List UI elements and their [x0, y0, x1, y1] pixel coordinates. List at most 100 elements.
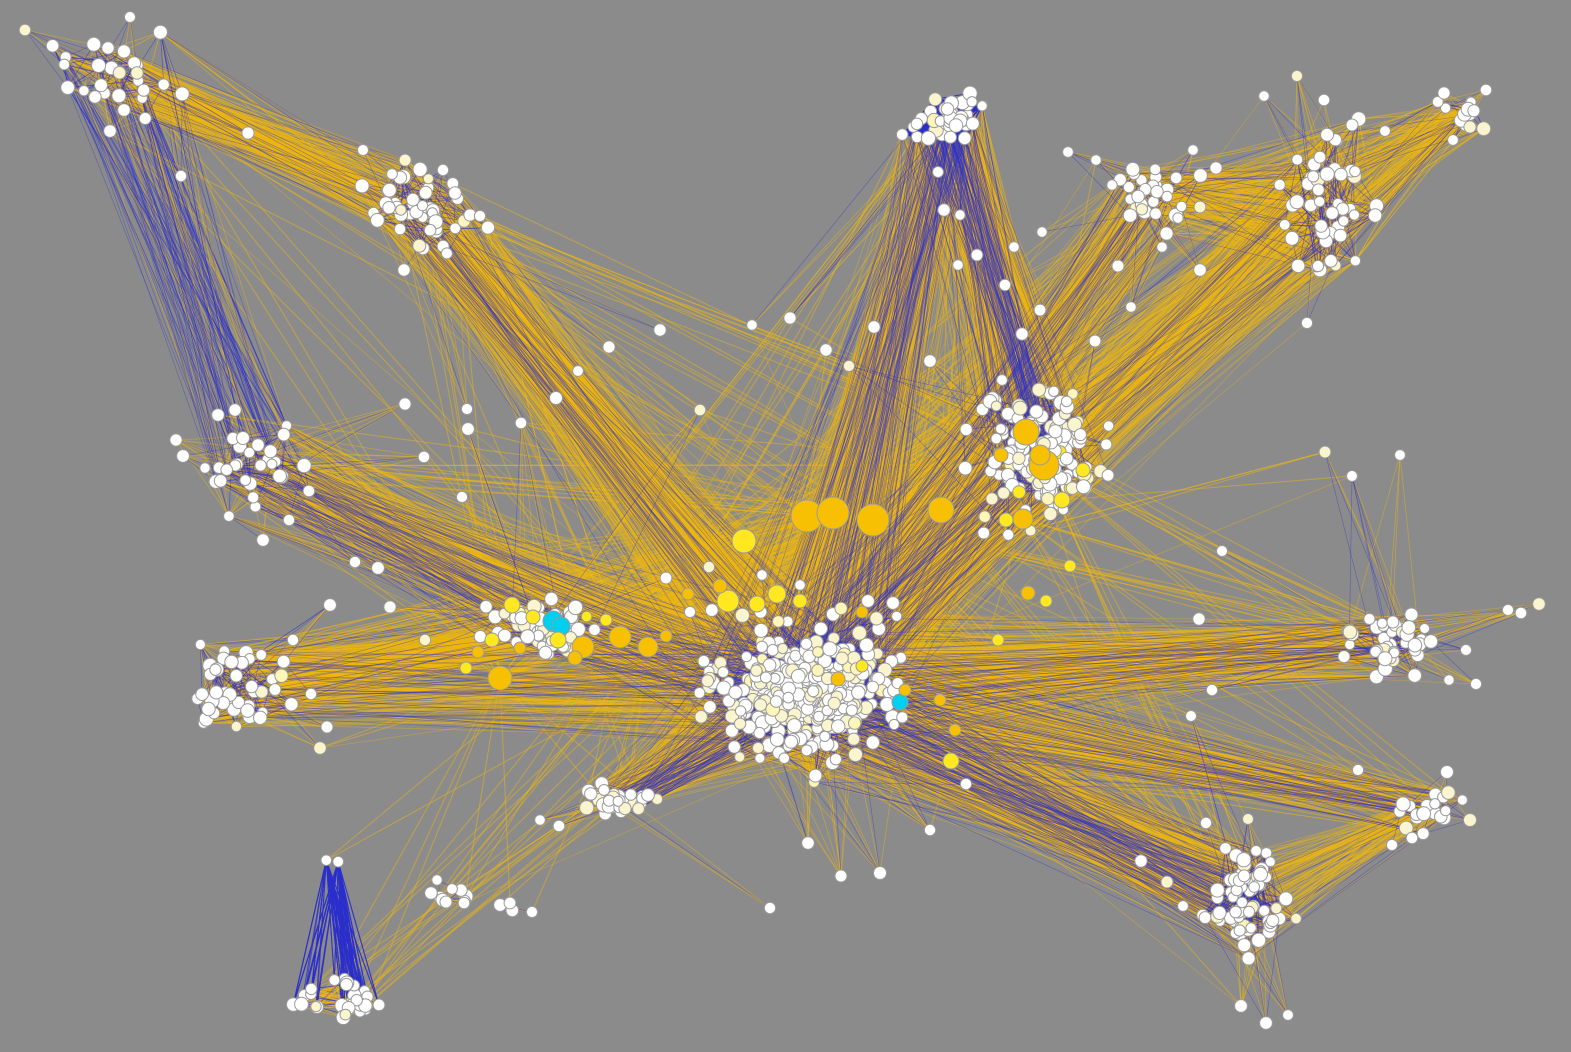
graph-node[interactable]: [272, 468, 287, 484]
graph-node[interactable]: [813, 621, 828, 636]
graph-node[interactable]: [174, 86, 190, 102]
graph-node[interactable]: [357, 144, 369, 156]
graph-node[interactable]: [861, 594, 875, 608]
graph-node[interactable]: [1447, 134, 1459, 146]
graph-node[interactable]: [734, 607, 751, 623]
graph-node[interactable]: [1149, 207, 1162, 220]
graph-node-hub[interactable]: [1020, 585, 1036, 601]
graph-node-hub[interactable]: [855, 659, 869, 673]
graph-node[interactable]: [1012, 485, 1026, 500]
graph-node[interactable]: [1313, 195, 1326, 208]
graph-node[interactable]: [284, 697, 299, 712]
graph-node[interactable]: [1237, 869, 1251, 883]
graph-node[interactable]: [1161, 190, 1173, 203]
graph-node[interactable]: [1248, 881, 1260, 893]
graph-node[interactable]: [460, 402, 474, 416]
graph-node[interactable]: [503, 896, 517, 910]
graph-node[interactable]: [130, 66, 144, 80]
graph-node[interactable]: [1219, 842, 1232, 855]
graph-node[interactable]: [1177, 900, 1189, 912]
graph-node[interactable]: [1351, 763, 1365, 777]
graph-node[interactable]: [1185, 710, 1197, 722]
graph-node[interactable]: [717, 666, 730, 679]
graph-node[interactable]: [397, 263, 411, 277]
graph-node[interactable]: [231, 695, 246, 710]
graph-node[interactable]: [382, 182, 397, 198]
graph-node[interactable]: [923, 823, 937, 837]
graph-node[interactable]: [1307, 170, 1320, 183]
graph-node[interactable]: [473, 209, 487, 223]
graph-node[interactable]: [1205, 683, 1219, 697]
graph-node[interactable]: [240, 703, 255, 718]
graph-node[interactable]: [1100, 438, 1113, 451]
graph-node[interactable]: [117, 103, 131, 117]
graph-node[interactable]: [1234, 999, 1248, 1013]
graph-node[interactable]: [1062, 146, 1074, 158]
graph-node[interactable]: [866, 680, 880, 694]
graph-node[interactable]: [1325, 206, 1339, 220]
graph-node[interactable]: [320, 720, 334, 734]
graph-node[interactable]: [800, 744, 813, 757]
graph-node[interactable]: [1324, 253, 1338, 268]
graph-node[interactable]: [1367, 208, 1383, 223]
graph-node[interactable]: [45, 39, 60, 53]
graph-node[interactable]: [997, 486, 1011, 500]
graph-node[interactable]: [1012, 400, 1028, 416]
graph-node[interactable]: [834, 601, 848, 616]
graph-node[interactable]: [169, 433, 183, 447]
graph-node[interactable]: [822, 641, 838, 657]
graph-node[interactable]: [807, 685, 820, 698]
graph-node[interactable]: [1349, 255, 1362, 267]
graph-node[interactable]: [1008, 241, 1020, 253]
graph-node[interactable]: [733, 717, 747, 730]
graph-node[interactable]: [851, 685, 866, 700]
graph-node[interactable]: [1404, 607, 1419, 622]
graph-node[interactable]: [1242, 813, 1254, 825]
graph-node[interactable]: [572, 365, 584, 377]
graph-node[interactable]: [1379, 125, 1391, 137]
graph-node-hub[interactable]: [856, 503, 890, 537]
graph-node[interactable]: [734, 705, 747, 717]
graph-node[interactable]: [1241, 951, 1256, 966]
graph-node-hub[interactable]: [767, 584, 787, 604]
graph-node[interactable]: [1440, 102, 1452, 114]
graph-node[interactable]: [1029, 404, 1044, 419]
graph-node[interactable]: [1187, 144, 1199, 156]
graph-node[interactable]: [580, 610, 593, 623]
graph-node[interactable]: [1273, 178, 1286, 191]
graph-node[interactable]: [1314, 219, 1328, 233]
graph-node[interactable]: [1416, 806, 1432, 822]
graph-node[interactable]: [1160, 875, 1174, 889]
graph-node[interactable]: [584, 787, 598, 801]
graph-node-hub[interactable]: [459, 661, 473, 675]
graph-node[interactable]: [497, 628, 512, 643]
graph-node[interactable]: [1311, 259, 1325, 273]
graph-node[interactable]: [323, 598, 337, 612]
graph-node[interactable]: [1264, 856, 1276, 868]
graph-node[interactable]: [624, 788, 637, 801]
graph-node[interactable]: [1463, 813, 1477, 827]
graph-node[interactable]: [1313, 150, 1327, 164]
graph-node[interactable]: [1456, 794, 1469, 806]
graph-node-hub[interactable]: [927, 496, 955, 524]
graph-node[interactable]: [422, 173, 434, 185]
graph-node[interactable]: [1270, 902, 1283, 915]
graph-node[interactable]: [728, 685, 743, 700]
graph-node-hub[interactable]: [599, 613, 613, 627]
graph-node[interactable]: [1060, 395, 1073, 408]
graph-node[interactable]: [1345, 118, 1359, 132]
graph-node[interactable]: [103, 124, 117, 138]
graph-node[interactable]: [1385, 838, 1399, 852]
graph-node[interactable]: [819, 343, 833, 357]
graph-node[interactable]: [350, 994, 363, 1007]
graph-node[interactable]: [697, 654, 711, 668]
graph-node[interactable]: [91, 58, 107, 73]
graph-node[interactable]: [1443, 674, 1455, 686]
graph-node[interactable]: [786, 718, 802, 734]
graph-node[interactable]: [977, 526, 991, 540]
graph-node-hub[interactable]: [659, 629, 673, 643]
graph-node-hub[interactable]: [567, 650, 583, 666]
graph-node[interactable]: [1317, 93, 1331, 107]
graph-node[interactable]: [371, 561, 385, 575]
